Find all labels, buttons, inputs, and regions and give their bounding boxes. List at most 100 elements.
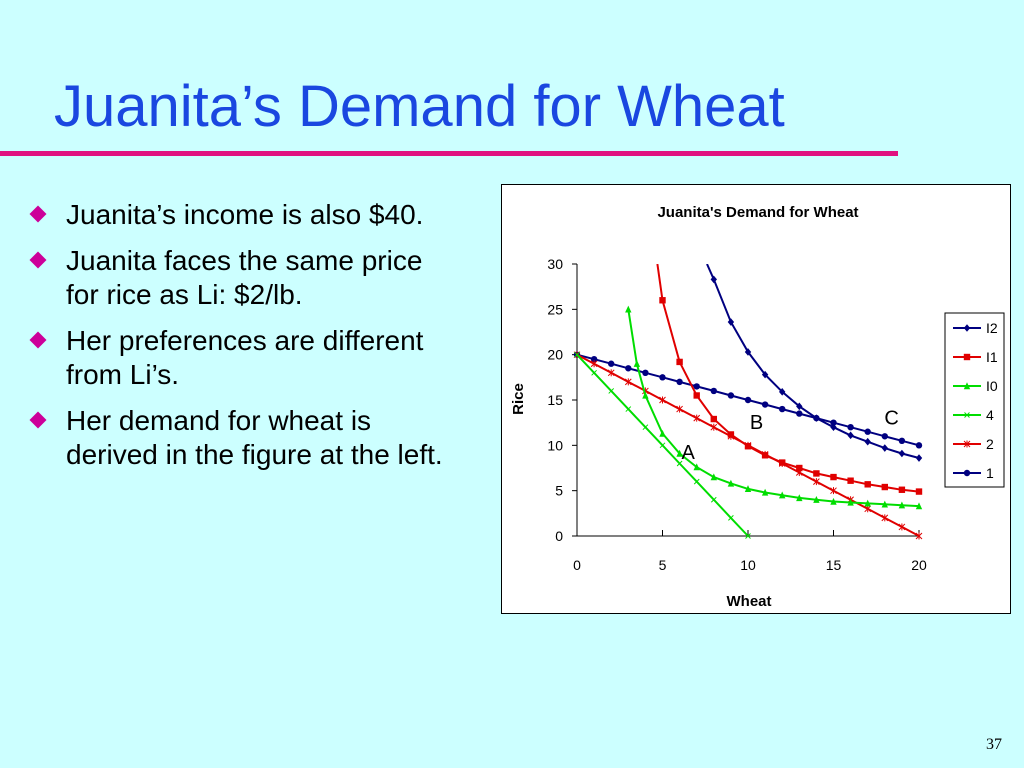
diamond-bullet-icon <box>29 251 47 269</box>
data-point <box>710 387 717 395</box>
data-point <box>625 305 632 313</box>
data-point <box>779 491 786 499</box>
data-point <box>864 428 871 435</box>
data-point <box>830 419 837 426</box>
series-line <box>706 264 920 459</box>
legend-item-I0: I0 <box>953 378 998 394</box>
y-tick-label: 25 <box>547 301 563 317</box>
data-point <box>693 478 700 485</box>
data-point <box>710 496 717 503</box>
data-point <box>710 473 717 481</box>
x-tick-label: 10 <box>740 557 756 573</box>
data-point <box>847 424 854 431</box>
data-point <box>847 477 854 484</box>
legend-label: 4 <box>986 407 994 423</box>
data-point <box>881 433 888 440</box>
demand-chart: Juanita's Demand for Wheat Wheat Rice 0 5… <box>510 204 1005 610</box>
data-point <box>898 523 906 531</box>
y-tick-label: 15 <box>547 392 563 408</box>
bullet-text: Her preferences are different from Li’s. <box>66 325 424 390</box>
data-point <box>779 388 786 396</box>
x-tick-label: 0 <box>573 557 581 573</box>
x-tick-label: 15 <box>826 557 842 573</box>
data-point <box>744 396 752 404</box>
bullet-item: Her demand for wheat is derived in the f… <box>28 404 458 472</box>
diamond-bullet-icon <box>29 411 47 429</box>
data-point <box>607 369 615 377</box>
data-point <box>710 423 718 431</box>
data-point <box>915 442 923 449</box>
data-point <box>590 360 598 368</box>
data-point <box>659 396 666 404</box>
data-point <box>881 483 888 491</box>
data-point <box>963 353 971 361</box>
x-axis-label: Wheat <box>727 593 772 610</box>
point-label-A: A <box>681 442 695 464</box>
diamond-bullet-icon <box>29 205 47 223</box>
data-point <box>847 431 854 440</box>
data-point <box>813 496 820 503</box>
data-point <box>642 391 649 399</box>
legend-label: I1 <box>986 349 998 365</box>
data-point <box>864 437 871 446</box>
title-underline <box>0 151 898 156</box>
page-number: 37 <box>986 736 1002 753</box>
bullet-text: Juanita faces the same price for rice as… <box>66 245 423 310</box>
data-point <box>727 431 735 438</box>
data-point <box>727 392 735 399</box>
point-label-C: C <box>884 407 898 429</box>
data-point <box>633 360 641 367</box>
data-point <box>779 459 786 466</box>
data-point <box>915 454 923 462</box>
data-point <box>693 392 700 399</box>
plot-area: 0 5 10 15 20 25 30 0 5 10 15 20 A B C <box>547 256 927 573</box>
legend-item-I1: I1 <box>953 349 998 365</box>
series-I2 <box>706 264 923 462</box>
data-point <box>608 388 615 394</box>
data-point <box>642 369 649 376</box>
y-tick-label: 0 <box>555 528 563 544</box>
data-point <box>761 401 769 408</box>
data-point <box>796 402 803 411</box>
series-I0 <box>625 305 923 510</box>
data-point <box>676 449 683 457</box>
data-point <box>590 356 598 363</box>
data-point <box>659 374 666 381</box>
data-point <box>745 533 751 539</box>
data-point <box>898 486 906 493</box>
series-1 <box>573 351 923 449</box>
data-point <box>964 412 970 418</box>
legend-label: I2 <box>986 320 998 336</box>
data-point <box>796 464 803 472</box>
legend-item-1: 1 <box>953 465 994 481</box>
chart-title: Juanita's Demand for Wheat <box>657 204 858 221</box>
chart-frame: Juanita's Demand for Wheat Wheat Rice 0 5… <box>501 184 1011 614</box>
data-point <box>744 485 752 493</box>
data-point <box>693 463 700 471</box>
data-point <box>830 473 837 481</box>
data-point <box>881 514 889 522</box>
data-point <box>710 415 717 423</box>
data-point <box>642 424 649 431</box>
legend-label: 2 <box>986 436 994 452</box>
x-tick-label: 20 <box>911 557 927 573</box>
data-point <box>963 324 971 332</box>
data-point <box>659 297 666 304</box>
data-point <box>727 479 735 487</box>
legend-item-4: 4 <box>953 407 994 423</box>
legend-item-I2: I2 <box>953 320 998 336</box>
bullet-list: Juanita’s income is also $40. Juanita fa… <box>28 198 458 484</box>
data-point <box>676 358 683 366</box>
data-point <box>915 488 923 495</box>
point-label-B: B <box>750 412 763 434</box>
y-axis-label: Rice <box>510 383 527 415</box>
data-point <box>744 348 752 356</box>
data-point <box>676 405 683 413</box>
legend-box <box>944 312 1005 488</box>
data-point <box>676 460 683 467</box>
y-tick-label: 5 <box>555 483 563 499</box>
data-point <box>898 449 906 458</box>
data-point <box>881 444 888 452</box>
data-point <box>963 469 971 477</box>
data-point <box>659 442 666 449</box>
